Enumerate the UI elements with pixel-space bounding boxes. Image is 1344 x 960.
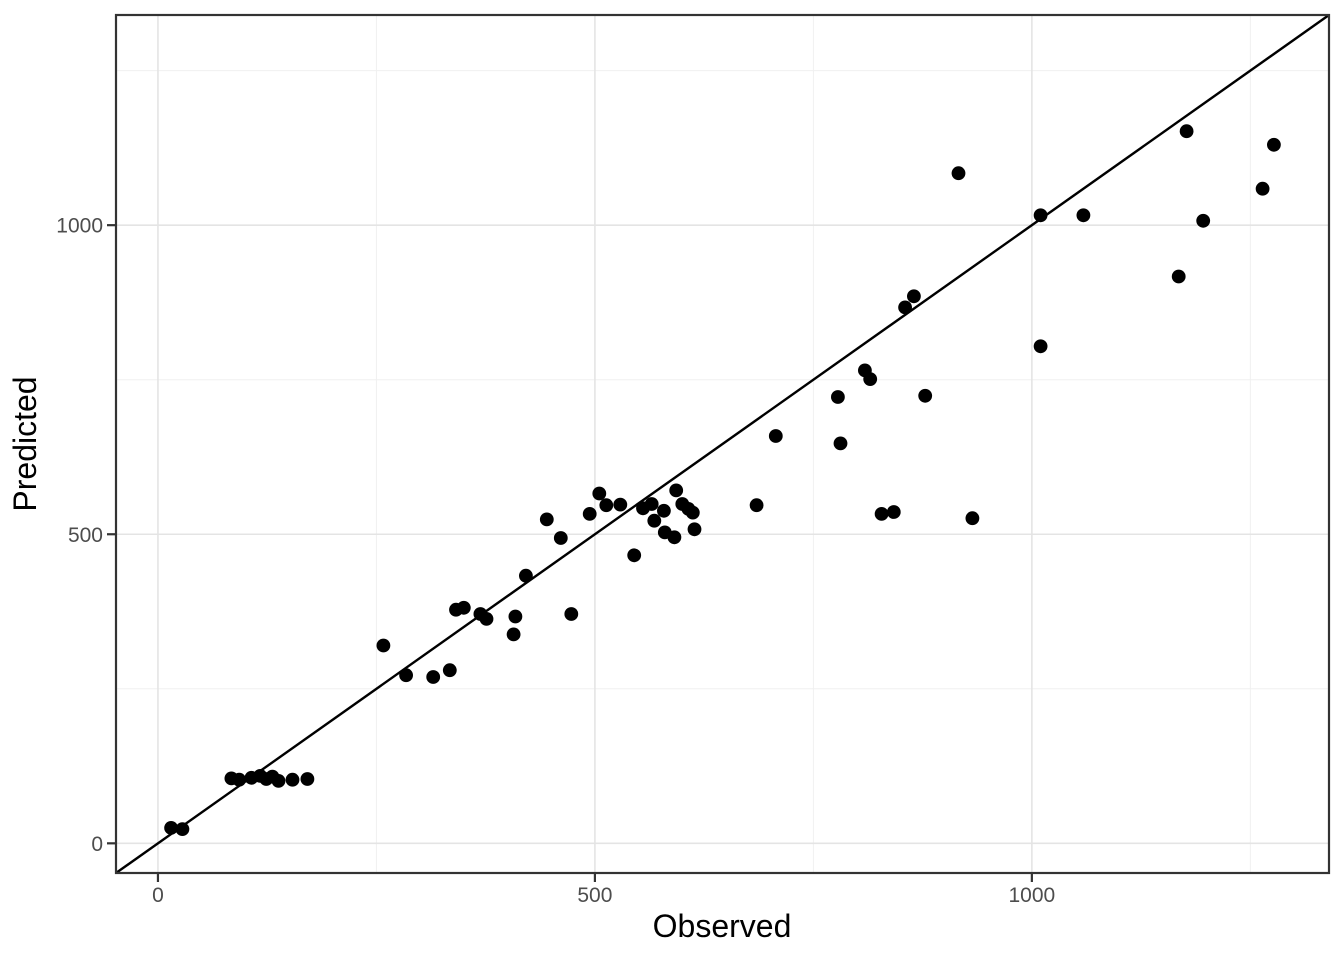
data-point: [506, 627, 521, 642]
x-tick-label: 0: [152, 884, 164, 907]
y-axis-title: Predicted: [7, 376, 43, 511]
minor-gridlines: [116, 15, 1329, 873]
data-point: [667, 530, 682, 545]
data-point: [644, 497, 659, 511]
data-point: [833, 436, 848, 451]
data-point: [426, 670, 441, 684]
data-point: [519, 568, 533, 583]
data-point: [232, 772, 247, 787]
data-point: [874, 507, 889, 521]
data-point: [456, 600, 471, 615]
data-point: [1255, 181, 1270, 196]
data-point: [647, 513, 662, 528]
data-point: [863, 372, 878, 386]
data-point: [1033, 208, 1048, 223]
data-point: [613, 497, 628, 512]
data-point: [918, 388, 933, 403]
panel-border: [114, 13, 1331, 875]
data-point: [582, 507, 597, 521]
data-point: [1196, 213, 1211, 228]
data-point: [687, 522, 702, 537]
data-point: [657, 503, 671, 518]
data-point: [627, 548, 642, 563]
data-point: [951, 166, 966, 181]
data-point: [685, 505, 700, 520]
x-tick-label: 500: [577, 884, 612, 907]
data-point: [1179, 124, 1194, 139]
y-tick-label: 0: [91, 833, 103, 856]
axis-ticks: [107, 224, 1033, 882]
x-tick-label: 1000: [1009, 884, 1056, 907]
data-point: [768, 429, 783, 443]
x-axis-title: Observed: [653, 908, 792, 944]
data-point: [1033, 339, 1048, 354]
data-point: [553, 531, 568, 545]
data-point: [898, 300, 912, 315]
data-points-layer: [164, 124, 1281, 836]
data-point: [508, 609, 523, 624]
data-point: [1076, 208, 1091, 223]
data-point: [399, 668, 413, 683]
data-point: [1171, 269, 1186, 284]
data-point: [669, 483, 684, 498]
identity-line: [115, 14, 1330, 874]
data-point: [599, 498, 614, 513]
data-point: [749, 498, 764, 513]
y-tick-label: 1000: [56, 215, 103, 238]
data-point: [886, 505, 901, 519]
data-point: [300, 772, 315, 786]
data-point: [479, 612, 494, 626]
data-point: [164, 821, 179, 835]
axis-tick-labels: 0 500 1000 0 500 1000: [56, 215, 1055, 907]
data-point: [285, 772, 300, 787]
data-point: [592, 486, 607, 501]
major-gridlines: [116, 15, 1329, 873]
data-point: [564, 607, 579, 621]
data-point: [175, 822, 190, 836]
data-point: [271, 774, 286, 788]
data-point: [1267, 137, 1281, 152]
data-point: [965, 511, 980, 526]
data-point: [442, 663, 457, 678]
identity-line-layer: [115, 14, 1330, 874]
data-point: [831, 390, 845, 404]
data-point: [907, 289, 921, 304]
data-point: [376, 638, 391, 653]
y-tick-label: 500: [68, 524, 103, 547]
data-point: [539, 512, 554, 527]
